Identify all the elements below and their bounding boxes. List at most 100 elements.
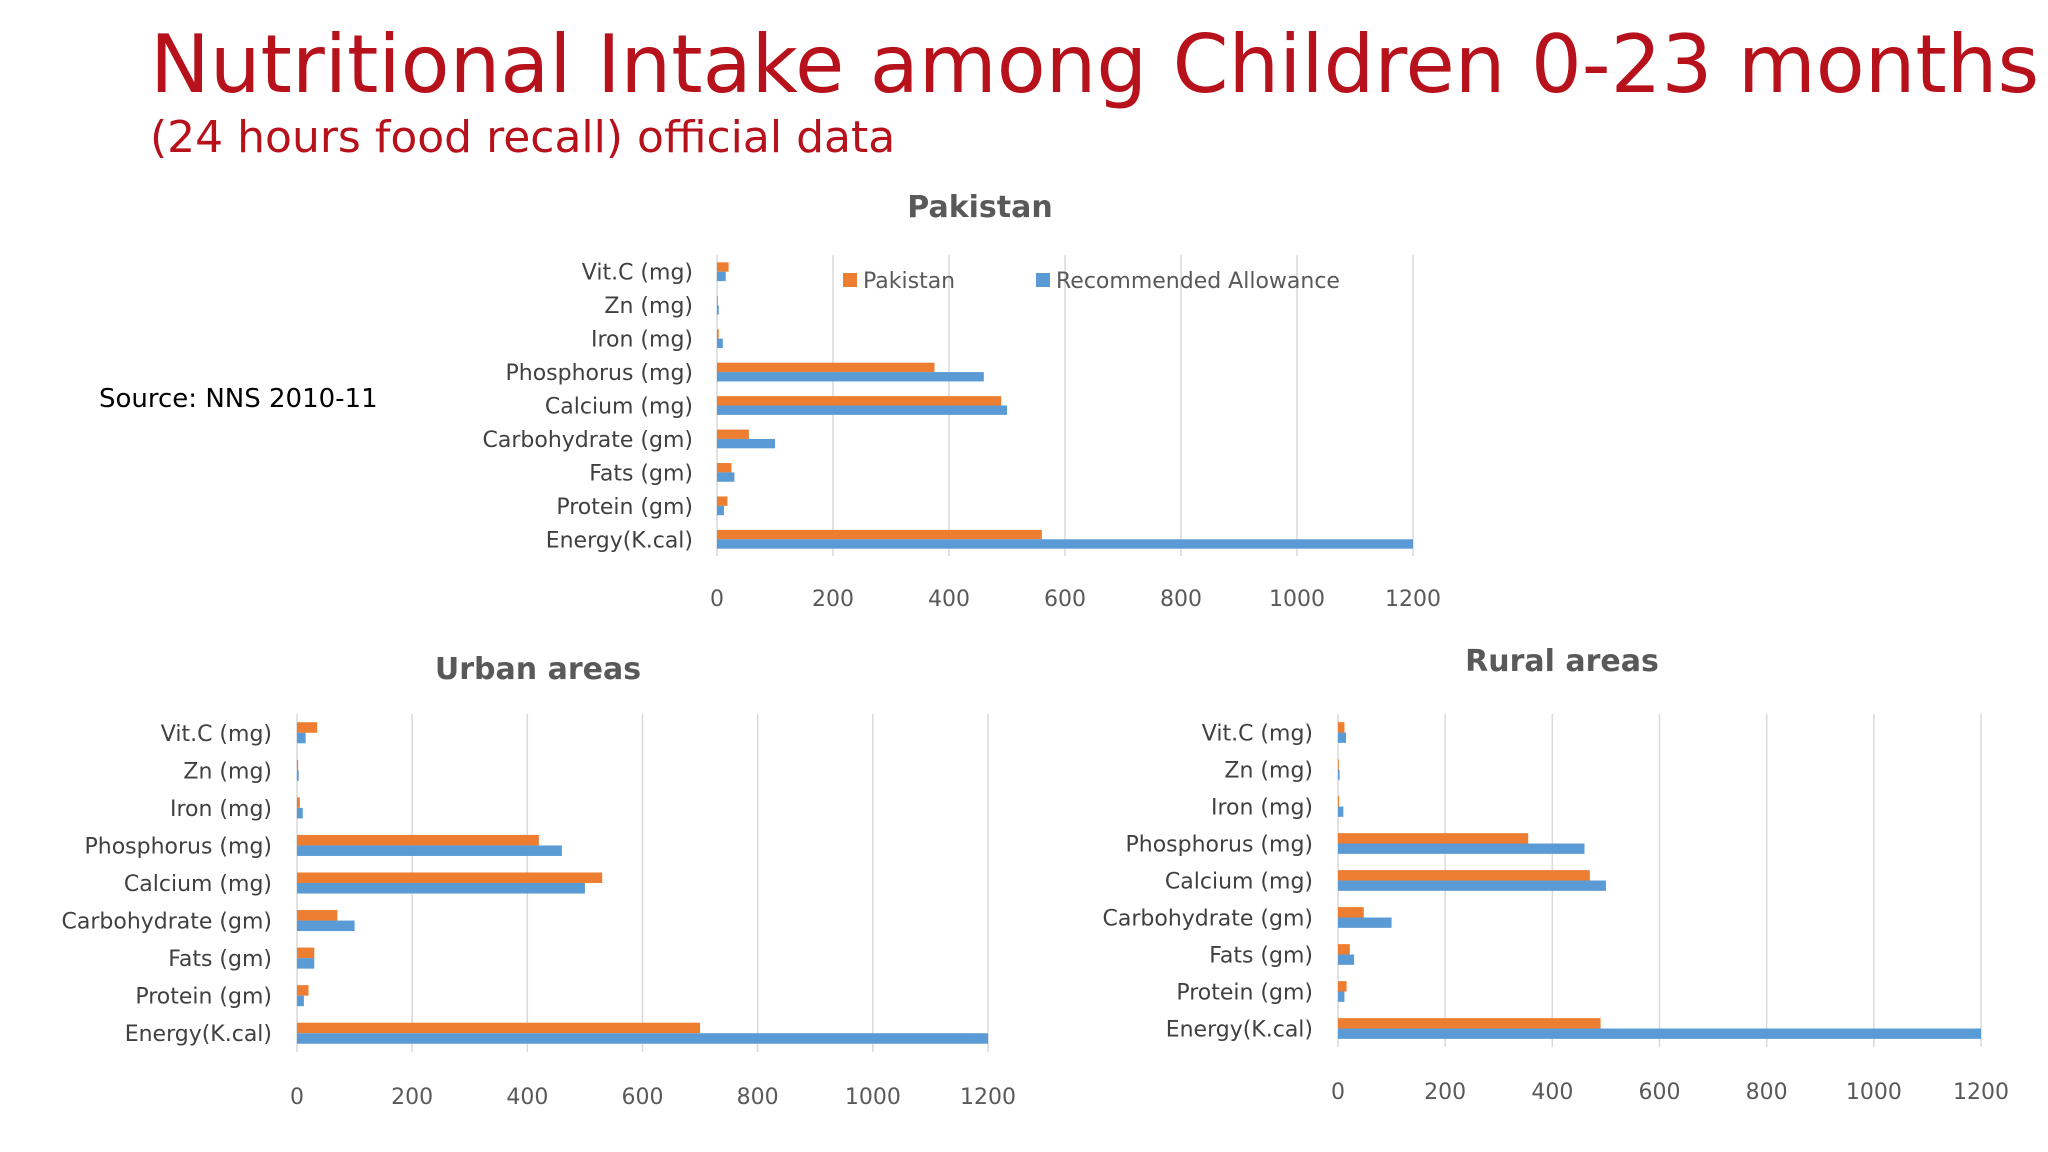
category-label: Iron (mg) — [170, 797, 272, 822]
source-note: Source: NNS 2010-11 — [99, 384, 378, 414]
tick-label: 0 — [710, 587, 724, 612]
category-label: Phosphorus (mg) — [1125, 833, 1313, 858]
category-label: Carbohydrate (gm) — [1103, 907, 1313, 932]
legend-label: Recommended Allowance — [1056, 269, 1340, 294]
category-label: Phosphorus (mg) — [505, 361, 693, 386]
bar-series-1 — [717, 529, 1042, 540]
category-label: Energy(K.cal) — [546, 528, 693, 553]
bar-series-2 — [717, 305, 719, 315]
tick-label: 0 — [290, 1085, 304, 1110]
bar-series-2 — [297, 770, 299, 781]
category-label: Protein (gm) — [135, 985, 272, 1010]
tick-label: 600 — [1044, 587, 1086, 612]
bar-series-2 — [1338, 991, 1345, 1002]
category-label: Carbohydrate (gm) — [62, 910, 272, 935]
bar-series-2 — [1338, 880, 1606, 891]
category-label: Fats (gm) — [589, 461, 693, 486]
tick-label: 200 — [812, 587, 854, 612]
tick-label: 200 — [1424, 1080, 1466, 1105]
chart-urban-group: Urban areas Vit.C (mg) Zn (mg) Iron (mg) Pho… — [62, 652, 1016, 1110]
tick-label: 1200 — [1953, 1080, 2009, 1105]
tick-label: 1200 — [1385, 587, 1441, 612]
bar-series-2 — [1338, 1028, 1981, 1039]
bar-series-2 — [297, 732, 306, 744]
category-label: Carbohydrate (gm) — [483, 428, 693, 453]
bar-series-1 — [717, 295, 718, 306]
bar-series-1 — [717, 463, 732, 473]
bar-series-1 — [1338, 759, 1339, 770]
bar-series-2 — [1338, 732, 1347, 743]
bar-series-1 — [1338, 833, 1529, 844]
chart-rural-group: Rural areas Vit.C (mg) Zn (mg) Iron (mg) Pho… — [1103, 644, 2009, 1105]
category-label: Energy(K.cal) — [1166, 1018, 1313, 1043]
bar-series-2 — [717, 271, 726, 282]
category-label: Phosphorus (mg) — [84, 834, 272, 859]
tick-label: 600 — [1639, 1080, 1681, 1105]
category-label: Protein (gm) — [556, 495, 693, 520]
bar-series-1 — [1338, 944, 1350, 955]
category-label: Energy(K.cal) — [125, 1022, 272, 1047]
tick-label: 200 — [391, 1085, 433, 1110]
bar-series-1 — [1338, 722, 1345, 733]
bar-series-2 — [1338, 917, 1392, 928]
category-label: Zn (mg) — [183, 759, 272, 784]
bar-series-2 — [717, 539, 1413, 549]
category-label: Vit.C (mg) — [582, 261, 693, 286]
bar-series-2 — [717, 338, 723, 348]
tick-label: 0 — [1331, 1080, 1345, 1105]
tick-label: 600 — [622, 1085, 664, 1110]
bar-series-1 — [297, 872, 603, 883]
legend-swatch — [843, 273, 857, 287]
bar-series-2 — [297, 958, 315, 969]
category-label: Iron (mg) — [1211, 796, 1313, 821]
chart-pakistan-group: Pakistan Vit.C (mg) Zn (mg) Iron (mg) Phosph… — [483, 190, 1441, 612]
bar-series-1 — [1338, 907, 1364, 918]
bar-series-2 — [717, 472, 735, 482]
category-label: Calcium (mg) — [124, 872, 272, 897]
tick-label: 400 — [928, 587, 970, 612]
tick-label: 400 — [506, 1085, 548, 1110]
bar-series-2 — [1338, 843, 1585, 854]
legend-swatch — [1036, 273, 1050, 287]
tick-label: 1000 — [1269, 587, 1325, 612]
chart-title: Pakistan — [907, 190, 1052, 225]
page-title: Nutritional Intake among Children 0-23 m… — [150, 18, 2040, 111]
bar-series-2 — [717, 372, 984, 382]
category-label: Iron (mg) — [591, 328, 693, 353]
bar-series-1 — [297, 947, 315, 959]
category-label: Zn (mg) — [604, 294, 693, 319]
category-label: Calcium (mg) — [545, 395, 693, 420]
bar-series-2 — [717, 405, 1007, 415]
category-label: Fats (gm) — [1209, 944, 1313, 969]
bar-series-1 — [297, 759, 299, 771]
bar-series-1 — [717, 362, 935, 373]
legend-label: Pakistan — [863, 269, 955, 294]
category-label: Protein (gm) — [1176, 981, 1313, 1006]
chart-title: Rural areas — [1465, 644, 1659, 679]
bar-series-1 — [717, 329, 719, 339]
bar-series-2 — [297, 1033, 988, 1044]
page-subtitle: (24 hours food recall) official data — [150, 112, 896, 163]
bar-series-1 — [717, 496, 728, 506]
bar-series-2 — [717, 505, 724, 516]
bar-series-1 — [297, 834, 539, 846]
bar-series-2 — [1338, 769, 1340, 780]
category-label: Calcium (mg) — [1165, 870, 1313, 895]
bar-series-2 — [297, 807, 303, 819]
bar-series-1 — [1338, 796, 1340, 807]
bar-series-1 — [717, 262, 729, 272]
bar-series-2 — [1338, 954, 1355, 965]
bar-series-1 — [297, 1022, 701, 1034]
bar-series-2 — [297, 920, 355, 932]
tick-label: 1000 — [845, 1085, 901, 1110]
bar-series-1 — [297, 722, 318, 733]
bar-series-1 — [1338, 981, 1347, 992]
category-label: Vit.C (mg) — [1202, 722, 1313, 747]
category-label: Zn (mg) — [1224, 759, 1313, 784]
bar-series-2 — [1338, 806, 1344, 817]
category-label: Vit.C (mg) — [161, 722, 272, 747]
category-label: Fats (gm) — [168, 947, 272, 972]
bar-series-1 — [717, 396, 1002, 406]
bar-series-2 — [297, 845, 562, 856]
